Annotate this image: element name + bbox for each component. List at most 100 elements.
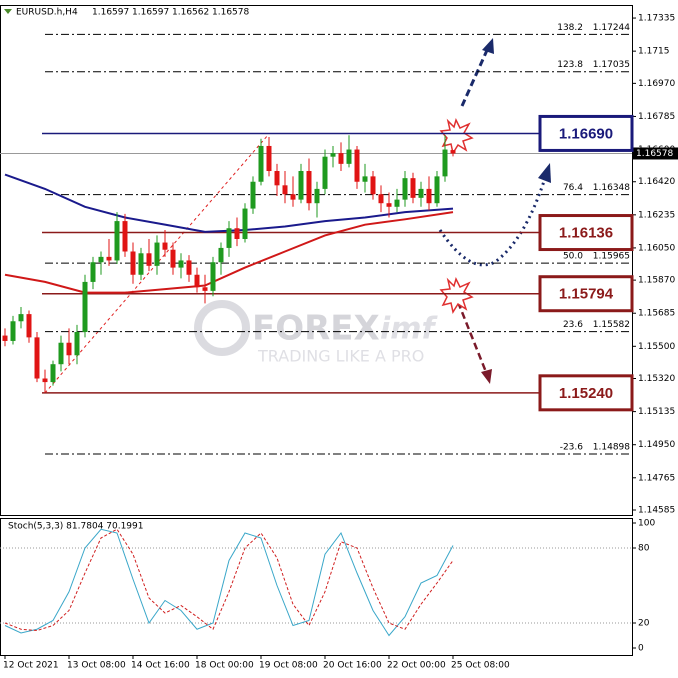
candle-body — [170, 249, 176, 268]
candle-body — [442, 149, 448, 177]
y-tick-label: 1.15685 — [638, 309, 675, 319]
candle-body — [450, 150, 456, 154]
fib-price: 1.17035 — [593, 60, 630, 70]
candle-body — [314, 188, 320, 204]
header-value: 1.16597 — [132, 8, 169, 18]
x-tick-label: 14 Oct 16:00 — [131, 661, 190, 671]
x-tick-label: 13 Oct 08:00 — [67, 661, 126, 671]
level-box — [538, 114, 634, 152]
candle-body — [218, 247, 224, 263]
candle-body — [322, 156, 328, 189]
y-tick-label: 80 — [638, 544, 650, 554]
y-tick-label: 1.16785 — [638, 112, 675, 122]
candle-body — [202, 287, 208, 291]
candle-body — [258, 145, 264, 182]
y-tick-label: 1.16050 — [638, 243, 675, 253]
candle-body — [266, 145, 272, 172]
stoch-panel — [0, 518, 633, 656]
symbol: EURUSD.h,H4 — [16, 8, 78, 18]
y-tick-label: 1.1715 — [638, 47, 670, 57]
x-tick-label: 22 Oct 00:00 — [387, 661, 446, 671]
candle-body — [90, 262, 96, 282]
candle-body — [290, 194, 296, 200]
candle-body — [66, 342, 72, 356]
starburst — [439, 276, 474, 314]
arrow-pullback — [438, 177, 547, 267]
candle-body — [50, 364, 56, 383]
candle-body — [106, 256, 112, 261]
fib-level: 50.0 — [563, 252, 583, 262]
candle-body — [146, 253, 152, 266]
header-values: 1.16597 1.16597 1.16562 1.16578 — [92, 8, 249, 18]
watermark-brand: FOREX — [252, 309, 380, 349]
moving-average — [4, 173, 454, 233]
fib-price: 1.15965 — [593, 252, 630, 262]
y-tick-label: 1.15500 — [638, 342, 675, 352]
arrowhead — [482, 38, 494, 54]
candle-body — [330, 153, 336, 157]
y-tick-label: 1.14950 — [638, 440, 675, 450]
candle-body — [378, 194, 384, 204]
watermark: FOREX imf TRADING LIKE A PRO — [194, 300, 439, 366]
candle-body — [210, 262, 216, 291]
current-price-box — [633, 147, 678, 160]
fib-price: 1.17244 — [593, 23, 630, 33]
level-label: 1.16690 — [559, 125, 613, 142]
watermark-tagline: TRADING LIKE A PRO — [257, 347, 424, 366]
candle-body — [362, 176, 368, 182]
candle-body — [82, 281, 88, 333]
watermark-suffix: imf — [380, 312, 439, 347]
level-label: 1.15240 — [559, 385, 613, 402]
fib-price: 1.15582 — [593, 320, 630, 330]
candle-body — [74, 332, 80, 356]
candle-body — [18, 314, 24, 322]
candle-body — [370, 176, 376, 195]
candle-body — [194, 274, 200, 288]
candle-body — [130, 251, 136, 275]
y-tick-label: 1.15135 — [638, 407, 675, 417]
candle-body — [354, 149, 360, 182]
candle-body — [98, 256, 104, 263]
arrowhead — [538, 163, 551, 183]
fib-price: 1.14898 — [593, 443, 630, 453]
level-box — [538, 374, 634, 412]
y-tick-label: 20 — [638, 619, 650, 629]
y-tick-label: 1.14585 — [638, 505, 675, 515]
y-tick-label: 100 — [638, 519, 655, 529]
x-tick-label: 25 Oct 08:00 — [451, 661, 510, 671]
candle-body — [386, 203, 392, 207]
stoch-title: Stoch(5,3,3) 81.7804 70.1991 — [8, 522, 143, 532]
y-tick-label: 1.15870 — [638, 276, 675, 286]
arrow-down — [456, 301, 488, 373]
y-tick-label: 1.14765 — [638, 473, 675, 483]
candle-body — [338, 153, 344, 164]
arrowhead — [481, 369, 492, 384]
x-tick-label: 19 Oct 08:00 — [259, 661, 318, 671]
candle-body — [26, 314, 32, 338]
level-box — [538, 214, 634, 252]
fib-price: 1.16348 — [593, 183, 630, 193]
candle-body — [298, 171, 304, 200]
candle-body — [250, 181, 256, 209]
current-price-label: 1.16578 — [636, 149, 673, 159]
y-tick-label: 1.16970 — [638, 79, 675, 89]
candle-body — [410, 178, 416, 198]
level-label: 1.16136 — [559, 225, 613, 242]
fib-level: 23.6 — [563, 320, 583, 330]
candle-body — [162, 242, 168, 250]
candle-body — [346, 149, 352, 164]
fib-level: 76.4 — [563, 183, 583, 193]
main-panel — [0, 5, 633, 516]
candle-body — [186, 260, 192, 275]
candle-body — [426, 188, 432, 204]
candle-body — [154, 242, 160, 266]
candle-body — [418, 188, 424, 198]
candle-body — [138, 253, 144, 275]
candle-body — [42, 378, 48, 383]
y-tick-label: 0 — [638, 644, 644, 654]
header-value: 1.16562 — [172, 8, 209, 18]
header-value: 1.16578 — [212, 8, 249, 18]
